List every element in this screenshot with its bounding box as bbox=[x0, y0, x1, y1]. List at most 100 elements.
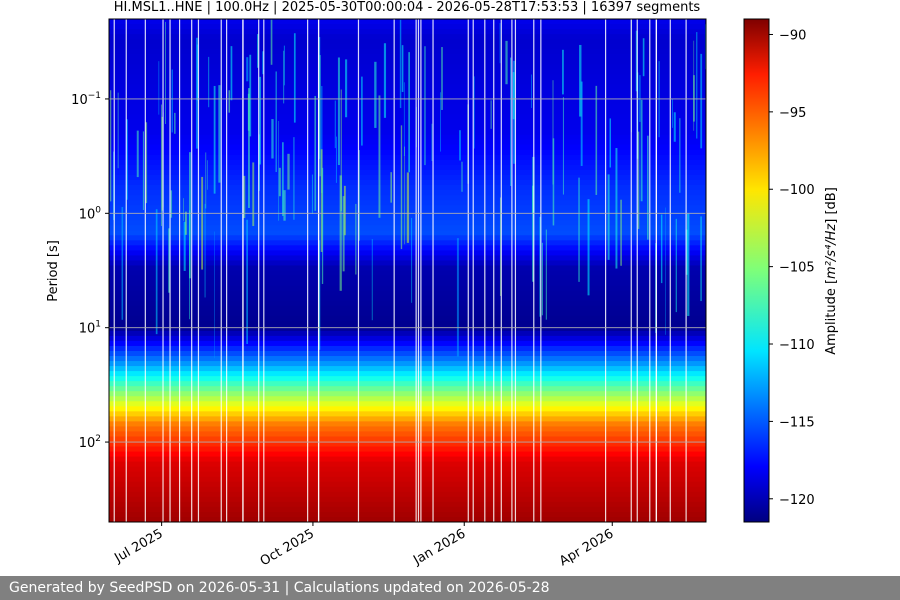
data-gap-line bbox=[242, 19, 244, 522]
heatmap-streak bbox=[161, 116, 163, 211]
data-gap-line bbox=[484, 19, 486, 522]
heatmap-streak bbox=[609, 118, 611, 168]
heatmap-streak bbox=[595, 85, 598, 195]
heatmap-streak bbox=[249, 54, 252, 137]
colorbar-tick-label: −95 bbox=[779, 106, 806, 121]
heatmap-band bbox=[109, 164, 706, 171]
heatmap-band bbox=[109, 391, 706, 397]
heatmap-band bbox=[109, 431, 706, 438]
heatmap-band bbox=[109, 366, 706, 372]
heatmap-streak bbox=[639, 75, 641, 122]
colorbar-label-pre: Amplitude [ bbox=[824, 279, 839, 355]
heatmap-band bbox=[109, 446, 706, 453]
heatmap-streak bbox=[117, 92, 119, 169]
y-tick-label-base: 10 bbox=[79, 207, 96, 222]
heatmap-streak bbox=[243, 175, 246, 219]
data-gap-line bbox=[226, 19, 228, 522]
heatmap-band bbox=[109, 350, 706, 357]
heatmap-band bbox=[109, 260, 706, 267]
heatmap-streak bbox=[218, 85, 221, 183]
heatmap-streak bbox=[165, 21, 166, 124]
heatmap-streak bbox=[262, 51, 264, 75]
heatmap-streak bbox=[512, 72, 515, 120]
heatmap-streak bbox=[283, 45, 285, 86]
heatmap-streak bbox=[620, 199, 622, 266]
heatmap-band bbox=[109, 441, 706, 448]
heatmap-band bbox=[109, 124, 706, 131]
data-gap-line bbox=[533, 19, 535, 522]
heatmap-band bbox=[109, 456, 706, 463]
heatmap-band bbox=[109, 451, 706, 458]
y-tick-label-base: 10 bbox=[71, 93, 88, 108]
heatmap-streak bbox=[183, 198, 184, 221]
heatmap-band bbox=[109, 320, 706, 327]
colorbar-gradient bbox=[743, 18, 770, 523]
heatmap-streak bbox=[174, 112, 176, 134]
heatmap-streak bbox=[532, 185, 535, 282]
heatmap-band bbox=[109, 340, 706, 347]
colorbar-tick-label: −105 bbox=[779, 261, 815, 276]
heatmap-band bbox=[109, 119, 706, 126]
heatmap-streak bbox=[679, 118, 681, 193]
colorbar-label-units: m²/s⁴/Hz bbox=[824, 223, 839, 279]
heatmap-streak bbox=[705, 24, 706, 70]
heatmap-streak bbox=[552, 138, 555, 226]
heatmap-streak bbox=[339, 175, 342, 291]
heatmap-streak bbox=[672, 98, 673, 128]
heatmap-streak bbox=[283, 50, 285, 104]
heatmap-streak bbox=[545, 229, 547, 320]
heatmap-streak bbox=[510, 57, 512, 186]
heatmap-streak bbox=[374, 61, 377, 128]
heatmap-band bbox=[109, 386, 706, 392]
heatmap-band bbox=[109, 49, 706, 55]
heatmap-band bbox=[109, 295, 706, 302]
heatmap-band bbox=[109, 39, 706, 45]
heatmap-streak bbox=[142, 131, 144, 210]
data-gap-line bbox=[514, 19, 517, 522]
data-gap-line bbox=[144, 19, 146, 522]
data-gap-line bbox=[636, 19, 638, 522]
heatmap-streak bbox=[183, 221, 186, 271]
heatmap-band bbox=[109, 461, 706, 468]
heatmap-streak bbox=[282, 142, 284, 216]
heatmap-band bbox=[109, 255, 706, 262]
heatmap-streak bbox=[126, 119, 128, 200]
heatmap-streak bbox=[311, 174, 313, 215]
colorbar-tick-label: −120 bbox=[779, 493, 815, 508]
data-gap-line bbox=[604, 19, 607, 522]
data-gap-line bbox=[420, 19, 422, 522]
heatmap-band bbox=[109, 89, 706, 96]
heatmap-band bbox=[109, 69, 706, 75]
heatmap-band bbox=[109, 371, 706, 377]
heatmap-band bbox=[109, 481, 706, 488]
heatmap-band bbox=[109, 345, 706, 352]
heatmap-streak bbox=[271, 119, 274, 159]
heatmap-band bbox=[109, 265, 706, 272]
heatmap-streak bbox=[201, 176, 204, 270]
heatmap-streak bbox=[145, 122, 148, 204]
heatmap-streak bbox=[170, 190, 173, 218]
data-gap-line bbox=[685, 19, 687, 522]
heatmap-streak bbox=[578, 177, 580, 282]
heatmap-streak bbox=[320, 149, 323, 252]
heatmap-band bbox=[109, 94, 706, 101]
heatmap-band bbox=[109, 275, 706, 282]
psd-figure: HI.MSL1..HNE | 100.0Hz | 2025-05-30T00:0… bbox=[46, 0, 839, 569]
heatmap-band bbox=[109, 305, 706, 312]
heatmap-band bbox=[109, 300, 706, 307]
data-gap-line bbox=[649, 19, 651, 522]
data-gap-line bbox=[162, 19, 164, 522]
data-gap-line bbox=[178, 19, 181, 522]
heatmap-streak bbox=[647, 135, 649, 240]
heatmap-band bbox=[109, 416, 706, 422]
x-tick-label: Apr 2026 bbox=[557, 526, 616, 569]
heatmap-streak bbox=[607, 174, 610, 260]
heatmap-streak bbox=[230, 46, 233, 101]
heatmap-streak bbox=[490, 100, 492, 129]
heatmap-band bbox=[109, 401, 706, 407]
x-tick-label: Oct 2025 bbox=[258, 526, 317, 569]
heatmap-band bbox=[109, 496, 706, 503]
heatmap-streak bbox=[283, 190, 286, 221]
heatmap-streak bbox=[204, 203, 206, 298]
heatmap-streak bbox=[293, 33, 296, 123]
